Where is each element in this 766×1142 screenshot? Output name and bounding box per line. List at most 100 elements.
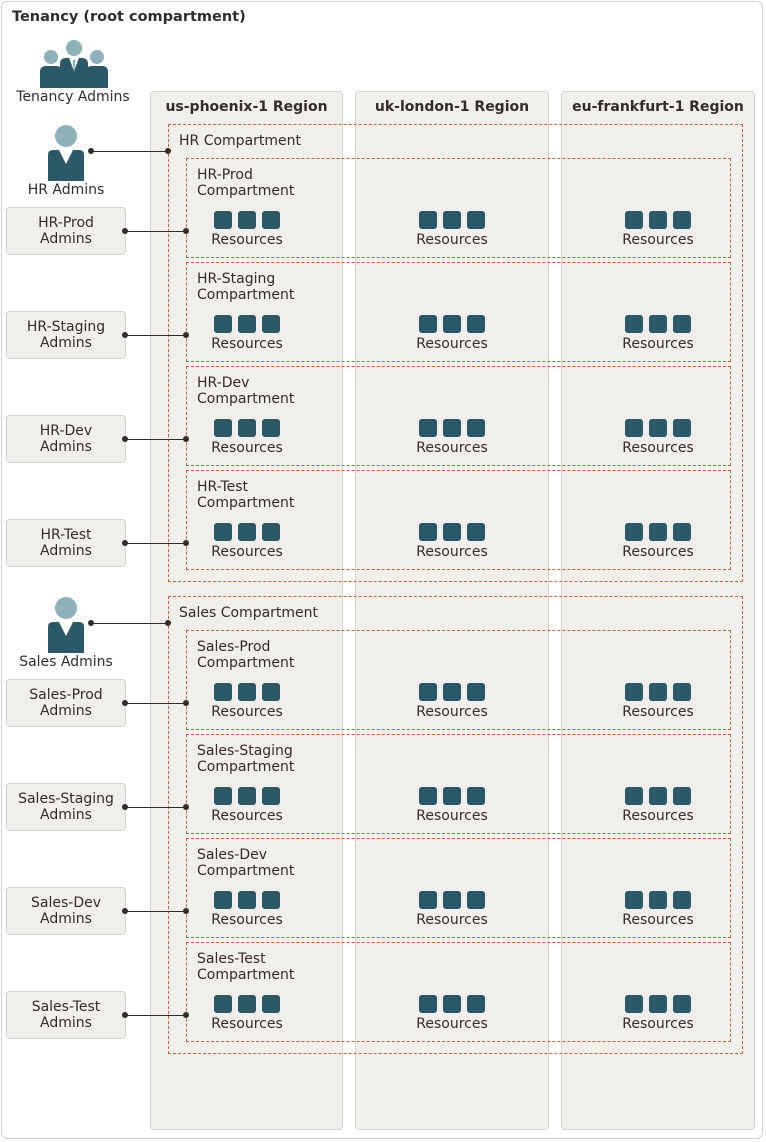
hr-sub-1-admins-connector-line <box>125 335 186 336</box>
resources-label: Resources <box>211 808 283 824</box>
hr-sub-0-compartment <box>186 158 731 258</box>
hr-sub-3-admins-connector-dot-end <box>183 540 189 546</box>
resources-label: Resources <box>622 704 694 720</box>
resource-squares <box>412 787 492 805</box>
sales-sub-1-compartment <box>186 734 731 834</box>
resource-square-icon <box>673 419 691 437</box>
hr-sub-0-resources-region-1: Resources <box>412 211 492 248</box>
resource-squares <box>618 211 698 229</box>
resource-squares <box>207 891 287 909</box>
sales-sub-1-resources-region-2: Resources <box>618 787 698 824</box>
sales-sub-2-admins-box: Sales-Dev Admins <box>6 887 126 935</box>
hr-sub-1-admins-connector-dot-start <box>122 332 128 338</box>
sales-admins-connector-line <box>91 623 168 624</box>
admins-box-line1: HR-Staging <box>26 319 106 335</box>
admins-box-text: Sales-Prod Admins <box>29 687 102 719</box>
hr-sub-1-title-line2: Compartment <box>197 287 295 303</box>
sales-sub-3-resources-region-0: Resources <box>207 995 287 1032</box>
resource-square-icon <box>649 683 667 701</box>
hr-sub-1-admins-connector-dot-end <box>183 332 189 338</box>
resources-label: Resources <box>416 912 488 928</box>
user-group-icon <box>38 38 110 90</box>
region-column-frankfurt <box>561 91 755 1130</box>
resource-square-icon <box>673 523 691 541</box>
admins-box-line2: Admins <box>40 703 92 719</box>
resource-square-icon <box>214 787 232 805</box>
resources-label: Resources <box>416 1016 488 1032</box>
hr-admins-connector-dot-start <box>88 148 94 154</box>
admins-box-text: Sales-Staging Admins <box>18 791 114 823</box>
resources-label: Resources <box>622 440 694 456</box>
resource-squares <box>412 995 492 1013</box>
resource-square-icon <box>238 419 256 437</box>
resource-square-icon <box>467 891 485 909</box>
resource-square-icon <box>238 211 256 229</box>
resources-label: Resources <box>211 1016 283 1032</box>
admins-box-line1: Sales-Prod <box>29 687 103 703</box>
sales-admins-label: Sales Admins <box>19 654 113 670</box>
hr-sub-0-title-line2: Compartment <box>197 183 295 199</box>
resource-square-icon <box>262 995 280 1013</box>
resource-squares <box>412 211 492 229</box>
sales-sub-1-admins-connector-dot-end <box>183 804 189 810</box>
resource-square-icon <box>238 523 256 541</box>
resource-square-icon <box>443 419 461 437</box>
resource-squares <box>207 419 287 437</box>
resources-label: Resources <box>622 544 694 560</box>
resource-square-icon <box>625 523 643 541</box>
resource-square-icon <box>467 523 485 541</box>
hr-sub-3-compartment <box>186 470 731 570</box>
admins-box-line1: Sales-Test <box>31 999 101 1015</box>
tenancy-admins-label: Tenancy Admins <box>16 89 130 105</box>
sales-sub-1-admins-connector-dot-start <box>122 804 128 810</box>
sales-sub-1-resources-region-0: Resources <box>207 787 287 824</box>
hr-sub-2-resources-region-2: Resources <box>618 419 698 456</box>
resources-label: Resources <box>416 544 488 560</box>
resource-square-icon <box>673 891 691 909</box>
sales-sub-1-resources-region-1: Resources <box>412 787 492 824</box>
sales-sub-2-resources-region-0: Resources <box>207 891 287 928</box>
hr-sub-1-admins-box: HR-Staging Admins <box>6 311 126 359</box>
resource-square-icon <box>625 995 643 1013</box>
region-column-london <box>355 91 549 1130</box>
hr-sub-1-resources-region-1: Resources <box>412 315 492 352</box>
sales-sub-2-resources-region-2: Resources <box>618 891 698 928</box>
resource-square-icon <box>467 787 485 805</box>
admins-box-line2: Admins <box>40 807 92 823</box>
sales-admins-connector-dot-start <box>88 620 94 626</box>
admins-box-line1: HR-Prod <box>38 215 94 231</box>
sales-sub-1-admins-box: Sales-Staging Admins <box>6 783 126 831</box>
resource-square-icon <box>467 315 485 333</box>
resource-square-icon <box>467 419 485 437</box>
resource-square-icon <box>649 891 667 909</box>
resource-square-icon <box>262 683 280 701</box>
sales-sub-2-title-line1: Sales-Dev <box>197 847 267 863</box>
hr-sub-2-admins-box: HR-Dev Admins <box>6 415 126 463</box>
hr-sub-1-resources-region-2: Resources <box>618 315 698 352</box>
hr-admins-connector-line <box>91 151 168 152</box>
resource-square-icon <box>419 787 437 805</box>
sales-admins-person-icon <box>46 597 86 653</box>
resource-square-icon <box>238 995 256 1013</box>
hr-sub-2-admins-connector-line <box>125 439 186 440</box>
resource-square-icon <box>419 683 437 701</box>
resource-square-icon <box>673 315 691 333</box>
hr-sub-0-admins-connector-dot-end <box>183 228 189 234</box>
resource-square-icon <box>649 211 667 229</box>
admins-box-line2: Admins <box>40 231 92 247</box>
sales-sub-2-admins-connector-dot-end <box>183 908 189 914</box>
admins-box-line2: Admins <box>40 439 92 455</box>
admins-box-line2: Admins <box>40 1015 92 1031</box>
resource-square-icon <box>443 891 461 909</box>
resource-squares <box>207 315 287 333</box>
sales-sub-0-resources-region-0: Resources <box>207 683 287 720</box>
resource-square-icon <box>625 419 643 437</box>
resource-square-icon <box>467 995 485 1013</box>
resources-label: Resources <box>622 232 694 248</box>
resources-label: Resources <box>211 704 283 720</box>
resources-label: Resources <box>211 232 283 248</box>
sales-sub-3-title-line1: Sales-Test <box>197 951 266 967</box>
resource-square-icon <box>419 419 437 437</box>
sales-compartment-title: Sales Compartment <box>179 605 319 621</box>
